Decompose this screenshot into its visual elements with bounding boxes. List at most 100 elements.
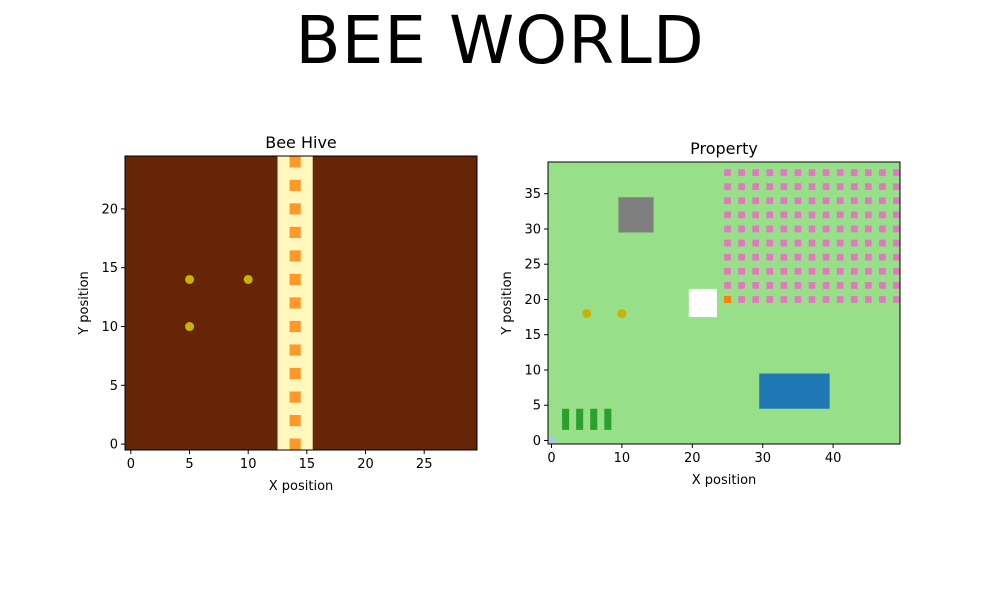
flower-25-28 <box>724 239 731 247</box>
honey-cell-6 <box>289 297 301 309</box>
flower-37-38 <box>808 169 816 176</box>
flower-27-30 <box>738 225 745 233</box>
flower-47-22 <box>879 282 886 289</box>
flower-39-32 <box>822 211 830 219</box>
flower-47-20 <box>879 296 886 303</box>
property-chart: 0 10 20 30 40 0 5 10 15 20 25 30 35 Property X posit… <box>500 139 901 488</box>
honey-cell-3 <box>289 367 301 380</box>
bee-hive-chart: 0 5 10 15 20 25 0 5 10 15 20 Bee Hive X position Y… <box>77 133 478 494</box>
honey-cell-2 <box>289 391 301 403</box>
flower-45-28 <box>864 239 872 247</box>
bee-hive-marks <box>185 156 301 450</box>
property-y-axis-label: Y position <box>500 271 515 336</box>
flower-35-36 <box>794 183 802 191</box>
flower-41-32 <box>836 211 844 219</box>
flower-33-28 <box>780 239 788 247</box>
flower-33-26 <box>780 253 788 261</box>
flower-49-26 <box>893 253 900 261</box>
flower-33-20 <box>780 296 788 303</box>
property-ytick-label: 5 <box>533 399 541 414</box>
flower-39-22 <box>822 282 830 289</box>
bee-hive-xtick-label: 15 <box>299 457 316 472</box>
flower-43-38 <box>850 169 858 176</box>
flower-37-36 <box>808 183 816 191</box>
flower-27-36 <box>738 183 745 191</box>
flower-31-30 <box>766 225 774 233</box>
flower-29-32 <box>752 211 760 219</box>
property-marks <box>582 169 900 319</box>
flower-37-30 <box>808 225 816 233</box>
bee-hive-bee-2 <box>185 322 195 332</box>
flower-49-24 <box>893 267 900 275</box>
flower-31-34 <box>766 197 774 205</box>
flower-31-36 <box>766 183 774 191</box>
flower-27-32 <box>738 211 745 219</box>
flower-29-20 <box>752 296 760 303</box>
flower-43-28 <box>850 239 858 247</box>
flower-45-26 <box>864 253 872 261</box>
flower-41-30 <box>836 225 844 233</box>
flower-29-36 <box>752 183 760 191</box>
flower-31-24 <box>766 267 774 275</box>
flower-43-24 <box>850 267 858 275</box>
flower-41-36 <box>836 183 844 191</box>
flower-35-38 <box>794 169 802 176</box>
flower-35-32 <box>794 211 802 219</box>
flower-29-26 <box>752 253 760 261</box>
honey-cell-9 <box>289 226 301 239</box>
flower-41-26 <box>836 253 844 261</box>
flower-31-32 <box>766 211 774 219</box>
flower-45-32 <box>864 211 872 219</box>
property-bee-0 <box>582 309 592 319</box>
property-ytick-label: 35 <box>524 187 541 202</box>
flower-29-24 <box>752 267 760 275</box>
property-ytick-label: 15 <box>524 328 541 343</box>
flower-39-24 <box>822 267 830 275</box>
flower-29-28 <box>752 239 760 247</box>
flower-37-34 <box>808 197 816 205</box>
property-xtick-label: 10 <box>614 451 631 466</box>
property-region-8 <box>548 436 556 444</box>
flower-43-20 <box>850 296 858 303</box>
flower-27-24 <box>738 267 745 275</box>
flower-45-24 <box>864 267 872 275</box>
property-regions <box>548 197 830 444</box>
flower-45-36 <box>864 183 872 191</box>
bee-hive-ytick-label: 10 <box>101 320 118 335</box>
flower-35-26 <box>794 253 802 261</box>
flower-37-28 <box>808 239 816 247</box>
flower-27-34 <box>738 197 745 205</box>
flower-25-22 <box>724 282 731 289</box>
bee-hive-xtick-label: 25 <box>416 457 433 472</box>
flower-33-36 <box>780 183 788 191</box>
flower-43-34 <box>850 197 858 205</box>
flower-39-20 <box>822 296 830 303</box>
flower-47-28 <box>879 239 886 247</box>
flower-25-34 <box>724 197 731 205</box>
property-frame <box>547 161 901 445</box>
flower-45-38 <box>864 169 872 176</box>
flower-49-34 <box>893 197 900 205</box>
flower-41-22 <box>836 282 844 289</box>
flower-33-30 <box>780 225 788 233</box>
flower-33-24 <box>780 267 788 275</box>
flower-29-22 <box>752 282 760 289</box>
honey-cell-10 <box>289 203 301 215</box>
property-region-6 <box>604 408 612 430</box>
flower-49-36 <box>893 183 900 191</box>
flower-49-22 <box>893 282 900 289</box>
flower-47-32 <box>879 211 886 219</box>
bee-hive-ytick-label: 5 <box>110 379 118 394</box>
flower-35-30 <box>794 225 802 233</box>
bee-hive-ytick-label: 20 <box>101 202 118 217</box>
flower-39-36 <box>822 183 830 191</box>
flower-39-38 <box>822 169 830 176</box>
flower-47-36 <box>879 183 886 191</box>
flower-49-38 <box>893 169 900 176</box>
flower-35-22 <box>794 282 802 289</box>
flower-31-38 <box>766 169 774 176</box>
bee-hive-ytick-label: 0 <box>110 438 118 453</box>
bee-hive-xtick-label: 10 <box>240 457 257 472</box>
flower-25-32 <box>724 211 731 219</box>
flower-35-28 <box>794 239 802 247</box>
